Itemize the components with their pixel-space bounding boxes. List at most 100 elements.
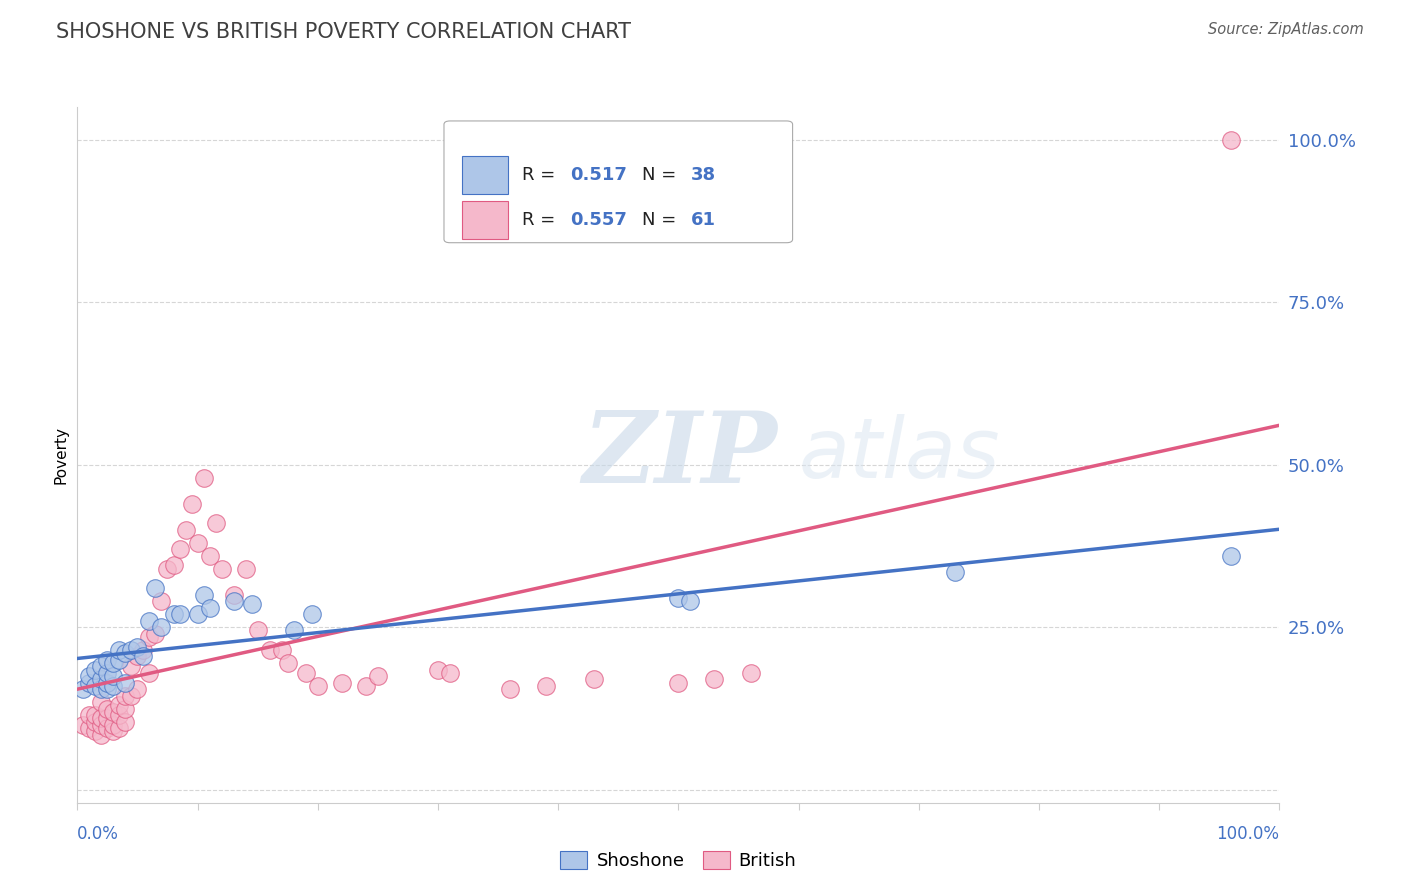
- Point: [138, 614, 160, 628]
- Point: [668, 591, 690, 605]
- Point: [169, 607, 191, 622]
- Point: [330, 675, 353, 690]
- Point: [79, 675, 101, 690]
- Point: [703, 672, 725, 686]
- Point: [235, 562, 257, 576]
- Text: 0.517: 0.517: [571, 166, 627, 185]
- Point: [84, 714, 107, 729]
- FancyBboxPatch shape: [463, 201, 508, 239]
- Text: 38: 38: [690, 166, 716, 185]
- Point: [138, 630, 160, 644]
- Point: [198, 549, 221, 563]
- Point: [156, 562, 179, 576]
- Point: [79, 721, 101, 735]
- FancyBboxPatch shape: [463, 156, 508, 194]
- Legend: Shoshone, British: Shoshone, British: [553, 844, 804, 877]
- Text: atlas: atlas: [799, 415, 1000, 495]
- Text: N =: N =: [643, 166, 682, 185]
- Point: [679, 594, 702, 608]
- Point: [169, 542, 191, 557]
- Y-axis label: Poverty: Poverty: [53, 425, 69, 484]
- Point: [127, 640, 149, 654]
- Point: [367, 669, 389, 683]
- Point: [79, 708, 101, 723]
- Point: [120, 643, 142, 657]
- Point: [174, 523, 197, 537]
- Point: [132, 649, 155, 664]
- Point: [96, 681, 118, 696]
- Point: [120, 659, 142, 673]
- Point: [211, 562, 233, 576]
- Text: ZIP: ZIP: [582, 407, 778, 503]
- Point: [108, 698, 131, 713]
- Point: [943, 565, 966, 579]
- Point: [186, 607, 209, 622]
- Point: [90, 672, 112, 686]
- Point: [294, 665, 316, 680]
- Point: [103, 718, 125, 732]
- Point: [103, 679, 125, 693]
- Point: [301, 607, 323, 622]
- Point: [90, 681, 112, 696]
- Point: [259, 643, 281, 657]
- Point: [307, 679, 329, 693]
- Text: 0.0%: 0.0%: [77, 825, 120, 843]
- Point: [108, 721, 131, 735]
- Point: [246, 624, 269, 638]
- Point: [138, 665, 160, 680]
- Text: Source: ZipAtlas.com: Source: ZipAtlas.com: [1208, 22, 1364, 37]
- Point: [283, 624, 305, 638]
- Point: [162, 607, 184, 622]
- Point: [198, 600, 221, 615]
- Point: [439, 665, 461, 680]
- Point: [1220, 549, 1243, 563]
- Point: [90, 718, 112, 732]
- Point: [583, 672, 606, 686]
- Point: [114, 714, 136, 729]
- Point: [240, 598, 263, 612]
- Point: [150, 620, 173, 634]
- Point: [72, 718, 94, 732]
- Point: [90, 727, 112, 741]
- Point: [120, 689, 142, 703]
- Text: 61: 61: [690, 211, 716, 229]
- Point: [108, 653, 131, 667]
- Point: [145, 626, 167, 640]
- Point: [90, 695, 112, 709]
- Point: [499, 681, 522, 696]
- Point: [79, 669, 101, 683]
- Point: [103, 656, 125, 670]
- Point: [72, 681, 94, 696]
- Point: [162, 558, 184, 573]
- Point: [114, 689, 136, 703]
- Point: [103, 705, 125, 719]
- FancyBboxPatch shape: [444, 121, 793, 243]
- Point: [354, 679, 377, 693]
- Point: [534, 679, 557, 693]
- Point: [186, 535, 209, 549]
- Point: [114, 675, 136, 690]
- Point: [740, 665, 762, 680]
- Point: [668, 675, 690, 690]
- Point: [90, 659, 112, 673]
- Point: [90, 711, 112, 725]
- Point: [204, 516, 226, 531]
- Point: [145, 581, 167, 595]
- Point: [193, 588, 215, 602]
- Point: [150, 594, 173, 608]
- Point: [270, 643, 292, 657]
- Point: [222, 594, 245, 608]
- Text: N =: N =: [643, 211, 682, 229]
- Point: [96, 665, 118, 680]
- Text: 100.0%: 100.0%: [1216, 825, 1279, 843]
- Point: [84, 679, 107, 693]
- Point: [427, 663, 450, 677]
- Point: [127, 681, 149, 696]
- Point: [1220, 132, 1243, 146]
- Point: [222, 588, 245, 602]
- Point: [96, 675, 118, 690]
- Point: [108, 708, 131, 723]
- Point: [84, 663, 107, 677]
- Point: [180, 497, 202, 511]
- Point: [96, 711, 118, 725]
